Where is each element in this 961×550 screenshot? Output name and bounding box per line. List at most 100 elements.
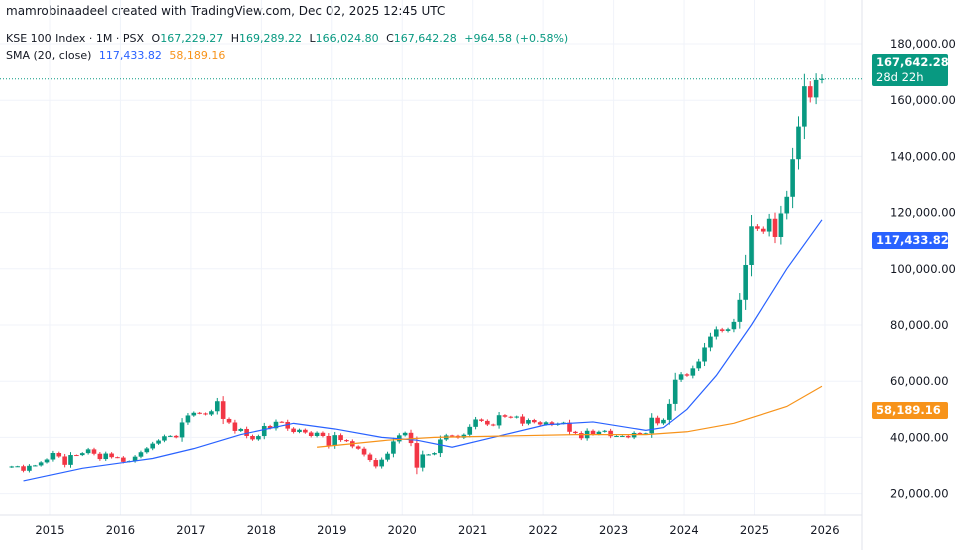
y-tick-label: 140,000.00 <box>890 149 956 163</box>
candle-body <box>303 429 308 433</box>
candle-body <box>614 435 619 437</box>
candle-body <box>115 457 120 459</box>
candle-body <box>714 329 719 337</box>
candle-body <box>755 226 760 229</box>
candle-body <box>690 368 696 376</box>
candle-body <box>355 446 361 449</box>
last-price-value: 167,642.28 <box>876 55 949 69</box>
candle-body <box>784 196 790 214</box>
candle-body <box>91 449 97 454</box>
candle-body <box>344 440 349 442</box>
sma2-tag: 58,189.16 <box>872 402 948 419</box>
candle-body <box>68 455 73 465</box>
x-tick-label: 2020 <box>388 523 417 537</box>
candle-body <box>637 432 643 434</box>
candle-body <box>308 432 314 436</box>
candle-body <box>602 430 608 432</box>
sma1-value: 117,433.82 <box>98 49 162 62</box>
candle-body <box>203 413 208 415</box>
y-tick-label: 180,000.00 <box>890 37 956 51</box>
candle-body <box>261 426 267 437</box>
candle-body <box>326 435 332 446</box>
candle-body <box>731 321 737 330</box>
candle-body <box>173 435 179 438</box>
candle-body <box>144 448 150 453</box>
candle-body <box>649 417 655 434</box>
candle-body <box>485 420 490 425</box>
y-tick-label: 100,000.00 <box>890 262 956 276</box>
candle-body <box>314 432 320 436</box>
candle-body <box>109 453 114 458</box>
candle-body <box>573 431 578 434</box>
candle-body <box>696 361 701 369</box>
close-value: 167,642.28 <box>393 32 457 45</box>
candle-body <box>402 432 408 436</box>
candle-body <box>490 424 496 426</box>
candle-body <box>79 453 85 456</box>
candle-body <box>226 418 232 423</box>
candle-body <box>526 420 531 424</box>
open-label: O <box>151 32 161 45</box>
candle-body <box>743 264 748 300</box>
candle-body <box>238 428 244 431</box>
candle-body <box>9 466 15 468</box>
candle-body <box>32 465 38 467</box>
candle-body <box>56 452 62 457</box>
y-tick-label: 80,000.00 <box>890 318 949 332</box>
candle-body <box>502 415 508 417</box>
candle-body <box>449 435 455 437</box>
candle-body <box>232 422 238 431</box>
candle-body <box>567 422 572 432</box>
candle-body <box>532 420 537 423</box>
x-tick-label: 2026 <box>810 523 839 537</box>
x-tick-label: 2023 <box>599 523 628 537</box>
y-tick-label: 160,000.00 <box>890 93 956 107</box>
candle-body <box>684 374 690 376</box>
candle-body <box>156 440 161 444</box>
candle-body <box>807 86 813 98</box>
candle-body <box>625 435 631 438</box>
candle-body <box>778 213 784 237</box>
candle-body <box>708 336 713 348</box>
candle-body <box>44 459 50 463</box>
y-tick-label: 40,000.00 <box>890 430 949 444</box>
candle-body <box>74 455 79 457</box>
candle-body <box>338 435 343 441</box>
candle-body <box>15 466 20 468</box>
candle-body <box>426 454 431 456</box>
candle-body <box>132 456 138 462</box>
x-tick-label: 2022 <box>529 523 558 537</box>
candle-body <box>496 415 502 426</box>
sma-line-2 <box>317 385 823 448</box>
candle-body <box>772 218 778 237</box>
candle-body <box>802 86 807 127</box>
candle-body <box>543 422 549 425</box>
sma-label[interactable]: SMA (20, close) <box>6 49 92 62</box>
sma2-value: 58,189.16 <box>169 49 226 62</box>
candle-body <box>749 226 754 265</box>
last-price-tag: 167,642.28 28d 22h <box>872 54 949 86</box>
x-tick-label: 2019 <box>317 523 346 537</box>
candle-body <box>379 459 384 467</box>
candle-body <box>191 412 197 416</box>
candle-body <box>514 416 519 418</box>
candle-body <box>179 422 185 438</box>
candle-body <box>62 456 67 465</box>
high-value: 169,289.22 <box>238 32 302 45</box>
candle-body <box>549 422 555 425</box>
candle-body <box>21 466 26 471</box>
symbol-label[interactable]: KSE 100 Index · 1M · PSX <box>6 32 145 45</box>
open-value: 167,229.27 <box>160 32 224 45</box>
x-tick-label: 2015 <box>35 523 64 537</box>
candle-body <box>537 422 543 425</box>
candle-body <box>667 403 672 420</box>
candle-body <box>760 228 766 232</box>
candle-body <box>291 428 296 433</box>
candle-body <box>608 430 613 437</box>
candle-body <box>50 452 56 460</box>
candle-body <box>408 432 414 444</box>
candle-body <box>297 429 302 433</box>
x-tick-label: 2021 <box>458 523 487 537</box>
candle-body <box>813 79 819 98</box>
